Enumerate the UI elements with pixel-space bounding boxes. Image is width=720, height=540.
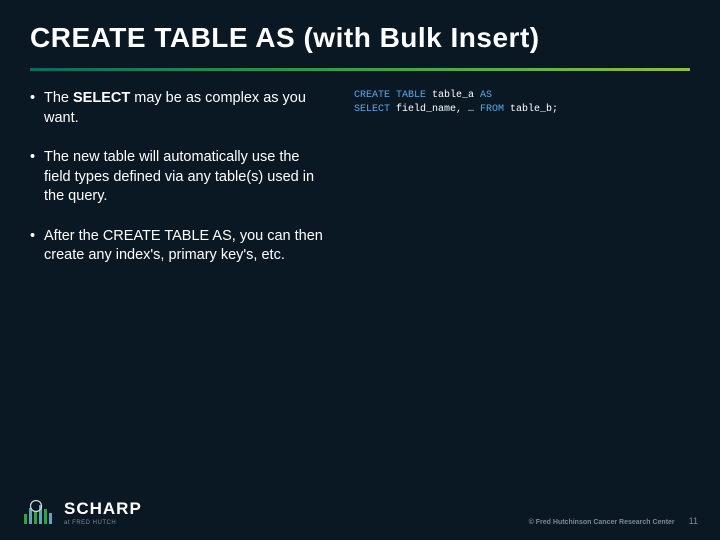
logo-main-text: SCHARP xyxy=(64,499,142,519)
bullets-column: The SELECT may be as complex as you want… xyxy=(30,89,330,286)
copyright-text: © Fred Hutchinson Cancer Research Center xyxy=(529,519,675,526)
footer: SCHARP at FRED HUTCH © Fred Hutchinson C… xyxy=(0,499,720,526)
page-number: 11 xyxy=(689,516,698,526)
title-area: CREATE TABLE AS (with Bulk Insert) xyxy=(0,0,720,54)
sql-text: table_a xyxy=(426,90,480,101)
sql-keyword: CREATE TABLE xyxy=(354,90,426,101)
code-column: CREATE TABLE table_a AS SELECT field_nam… xyxy=(354,89,690,286)
sql-keyword: SELECT xyxy=(354,104,390,115)
sql-keyword: AS xyxy=(480,90,492,101)
logo-block: SCHARP at FRED HUTCH xyxy=(22,499,142,526)
sql-text: table_b; xyxy=(504,104,558,115)
bullet-item: The new table will automatically use the… xyxy=(30,148,330,207)
logo-text: SCHARP at FRED HUTCH xyxy=(64,499,142,526)
bullet-item: After the CREATE TABLE AS, you can then … xyxy=(30,227,330,266)
logo-icon xyxy=(22,500,56,526)
content-area: The SELECT may be as complex as you want… xyxy=(0,71,720,286)
logo-sub-text: at FRED HUTCH xyxy=(64,520,142,526)
bullet-text-bold: SELECT xyxy=(73,90,130,106)
sql-keyword: FROM xyxy=(480,104,504,115)
sql-text: field_name, … xyxy=(390,104,480,115)
bullet-text: The new table will automatically use the… xyxy=(44,149,314,204)
bullet-item: The SELECT may be as complex as you want… xyxy=(30,89,330,128)
bullet-text: After the CREATE TABLE AS, you can then … xyxy=(44,228,323,264)
bullet-text-pre: The xyxy=(44,90,73,106)
footer-right: © Fred Hutchinson Cancer Research Center… xyxy=(529,516,698,526)
slide-title: CREATE TABLE AS (with Bulk Insert) xyxy=(30,22,690,54)
sql-code-block: CREATE TABLE table_a AS SELECT field_nam… xyxy=(354,89,690,117)
